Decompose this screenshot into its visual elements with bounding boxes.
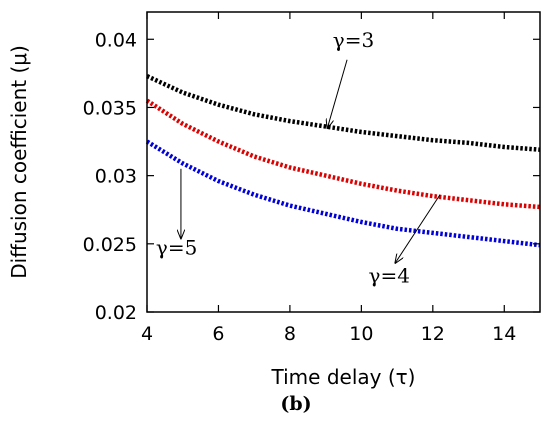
x-tick-label: 12 xyxy=(421,323,445,345)
y-tick-label: 0.035 xyxy=(83,97,137,119)
y-axis-title: Diffusion coefficient (μ) xyxy=(7,45,31,279)
panel-label: (b) xyxy=(280,393,311,415)
series-layer xyxy=(145,74,541,248)
plot-frame xyxy=(146,11,541,313)
x-tick-label: 8 xyxy=(284,323,296,345)
annotation-label: γ=5 xyxy=(156,236,197,260)
y-tick-label: 0.025 xyxy=(83,234,137,256)
annotation-label: γ=4 xyxy=(369,264,410,288)
y-tick-label: 0.03 xyxy=(95,166,137,188)
y-tick-label: 0.02 xyxy=(95,302,137,324)
annotation-arrow xyxy=(327,59,348,128)
annotation-layer: γ=3 γ=4 γ=5 xyxy=(156,28,441,288)
series-line xyxy=(145,98,541,210)
series-line xyxy=(145,139,541,248)
x-tick-label: 4 xyxy=(141,323,153,345)
x-axis-title: Time delay (τ) xyxy=(271,365,416,389)
x-tick-label: 6 xyxy=(212,323,224,345)
x-tick-label: 10 xyxy=(349,323,373,345)
series-line xyxy=(146,74,541,152)
annotation-label: γ=3 xyxy=(333,28,374,52)
y-tick-label: 0.04 xyxy=(95,29,137,51)
ticks-layer: 4 6 8 10 12 14 0.02 0.025 0.03 0.035 0.04 xyxy=(83,12,540,345)
annotation-arrow xyxy=(395,194,441,263)
x-tick-label: 14 xyxy=(492,323,516,345)
